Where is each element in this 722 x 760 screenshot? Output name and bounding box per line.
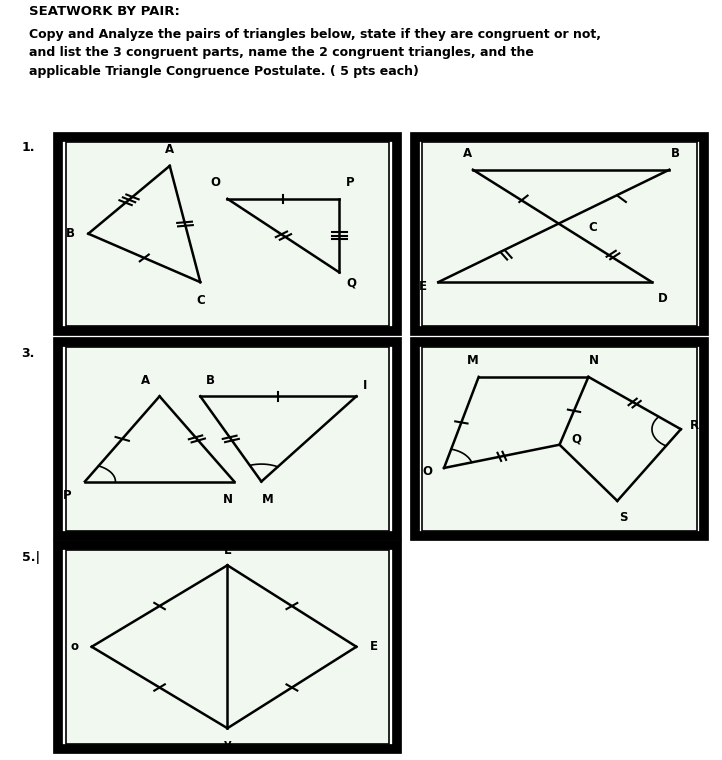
Text: 4.: 4. bbox=[386, 347, 400, 360]
Text: C: C bbox=[588, 221, 597, 234]
Text: B: B bbox=[206, 374, 215, 387]
Text: E: E bbox=[370, 640, 378, 654]
Text: v: v bbox=[224, 739, 231, 752]
Text: A: A bbox=[165, 143, 174, 157]
Text: SEATWORK BY PAIR:: SEATWORK BY PAIR: bbox=[29, 5, 180, 18]
Text: N: N bbox=[222, 493, 232, 506]
Text: M: M bbox=[467, 354, 479, 367]
Text: 5.|: 5.| bbox=[22, 551, 40, 564]
Text: A: A bbox=[142, 374, 151, 387]
Text: O: O bbox=[211, 176, 221, 189]
Text: M: M bbox=[262, 493, 274, 506]
Text: I: I bbox=[363, 379, 367, 392]
Text: P: P bbox=[63, 489, 71, 502]
Text: Copy and Analyze the pairs of triangles below, state if they are congruent or no: Copy and Analyze the pairs of triangles … bbox=[29, 27, 601, 78]
Text: Q: Q bbox=[571, 432, 581, 445]
Text: E: E bbox=[419, 280, 427, 293]
Text: L: L bbox=[224, 544, 231, 557]
Text: Q: Q bbox=[346, 277, 356, 290]
Text: B: B bbox=[671, 147, 679, 160]
Text: R: R bbox=[690, 419, 699, 432]
Text: 2.: 2. bbox=[386, 141, 400, 154]
Text: o: o bbox=[70, 640, 78, 654]
Text: 3.: 3. bbox=[22, 347, 35, 360]
Text: S: S bbox=[619, 511, 627, 524]
Text: D: D bbox=[658, 292, 668, 305]
Text: 1.: 1. bbox=[22, 141, 35, 154]
Text: P: P bbox=[346, 176, 355, 189]
Text: O: O bbox=[422, 465, 432, 478]
Text: C: C bbox=[196, 294, 204, 307]
Text: N: N bbox=[589, 354, 599, 367]
Text: B: B bbox=[66, 227, 75, 240]
Text: A: A bbox=[463, 147, 471, 160]
